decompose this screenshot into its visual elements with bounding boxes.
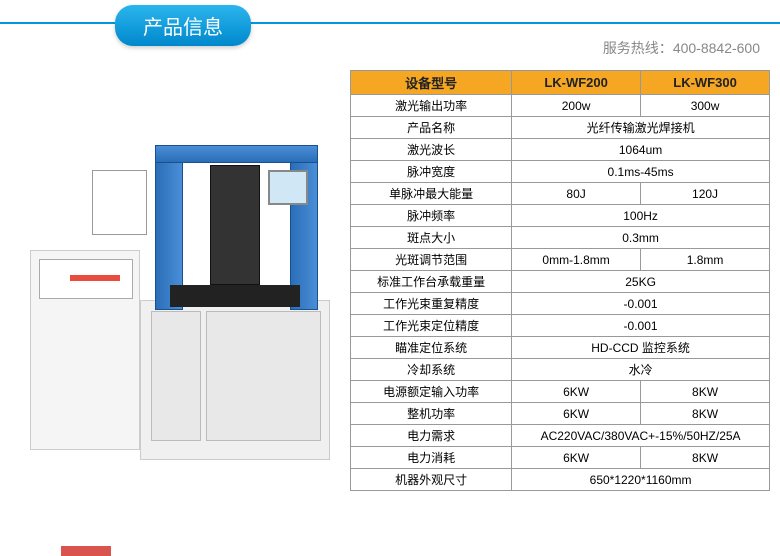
param-name-cell: 电源额定输入功率 <box>351 381 512 403</box>
table-row: 工作光束重复精度-0.001 <box>351 293 770 315</box>
param-value-1: 6KW <box>512 381 641 403</box>
param-name-cell: 脉冲频率 <box>351 205 512 227</box>
machine-base-door-left <box>151 311 201 441</box>
param-value-2: 120J <box>641 183 770 205</box>
machine-cabinet <box>30 250 140 450</box>
param-name-cell: 冷却系统 <box>351 359 512 381</box>
spec-table: 设备型号 LK-WF200 LK-WF300 激光输出功率200w300w产品名… <box>350 70 770 491</box>
param-value-2: 8KW <box>641 381 770 403</box>
col-header-param: 设备型号 <box>351 71 512 95</box>
machine-laser-head <box>210 165 260 285</box>
table-row: 光斑调节范围0mm-1.8mm1.8mm <box>351 249 770 271</box>
machine-monitor <box>268 170 308 205</box>
section-title-badge: 产品信息 <box>115 5 251 46</box>
hotline-label: 服务热线： <box>603 40 673 56</box>
content-area: 设备型号 LK-WF200 LK-WF300 激光输出功率200w300w产品名… <box>0 50 780 491</box>
param-value-2: 1.8mm <box>641 249 770 271</box>
table-row: 瞄准定位系统HD-CCD 监控系统 <box>351 337 770 359</box>
col-header-model2: LK-WF300 <box>641 71 770 95</box>
param-value-1: 200w <box>512 95 641 117</box>
machine-base <box>140 300 330 460</box>
table-row: 整机功率6KW8KW <box>351 403 770 425</box>
param-name-cell: 电力需求 <box>351 425 512 447</box>
table-row: 脉冲宽度0.1ms-45ms <box>351 161 770 183</box>
param-name-cell: 脉冲宽度 <box>351 161 512 183</box>
param-name-cell: 工作光束定位精度 <box>351 315 512 337</box>
param-value-merged: -0.001 <box>512 315 770 337</box>
table-header: 设备型号 LK-WF200 LK-WF300 <box>351 71 770 95</box>
param-value-2: 8KW <box>641 403 770 425</box>
param-value-merged: 水冷 <box>512 359 770 381</box>
table-row: 标准工作台承载重量25KG <box>351 271 770 293</box>
machine-cabinet-red-strip <box>70 275 120 281</box>
machine-illustration <box>10 70 350 470</box>
table-row: 电源额定输入功率6KW8KW <box>351 381 770 403</box>
param-name-cell: 斑点大小 <box>351 227 512 249</box>
param-value-1: 6KW <box>512 447 641 469</box>
table-header-row: 设备型号 LK-WF200 LK-WF300 <box>351 71 770 95</box>
param-name-cell: 激光输出功率 <box>351 95 512 117</box>
machine-worktable <box>170 285 300 307</box>
param-name-cell: 激光波长 <box>351 139 512 161</box>
param-name-cell: 产品名称 <box>351 117 512 139</box>
hotline: 服务热线：400-8842-600 <box>603 38 760 58</box>
col-header-model1: LK-WF200 <box>512 71 641 95</box>
param-name-cell: 工作光束重复精度 <box>351 293 512 315</box>
param-value-2: 8KW <box>641 447 770 469</box>
machine-gantry-top <box>155 145 318 163</box>
param-value-merged: AC220VAC/380VAC+-15%/50HZ/25A <box>512 425 770 447</box>
param-name-cell: 机器外观尺寸 <box>351 469 512 491</box>
param-value-1: 6KW <box>512 403 641 425</box>
param-value-1: 0mm-1.8mm <box>512 249 641 271</box>
table-row: 脉冲频率100Hz <box>351 205 770 227</box>
param-value-merged: 光纤传输激光焊接机 <box>512 117 770 139</box>
param-value-merged: 25KG <box>512 271 770 293</box>
hotline-number: 400-8842-600 <box>673 40 760 56</box>
table-row: 激光输出功率200w300w <box>351 95 770 117</box>
table-row: 单脉冲最大能量80J120J <box>351 183 770 205</box>
machine-base-door-right <box>206 311 321 441</box>
param-value-merged: -0.001 <box>512 293 770 315</box>
table-row: 工作光束定位精度-0.001 <box>351 315 770 337</box>
param-name-cell: 标准工作台承载重量 <box>351 271 512 293</box>
param-value-merged: 1064um <box>512 139 770 161</box>
param-value-merged: 650*1220*1160mm <box>512 469 770 491</box>
param-value-merged: 100Hz <box>512 205 770 227</box>
table-row: 激光波长1064um <box>351 139 770 161</box>
param-name-cell: 瞄准定位系统 <box>351 337 512 359</box>
param-value-merged: 0.1ms-45ms <box>512 161 770 183</box>
param-name-cell: 电力消耗 <box>351 447 512 469</box>
param-name-cell: 光斑调节范围 <box>351 249 512 271</box>
table-row: 冷却系统水冷 <box>351 359 770 381</box>
machine-cabinet-panel <box>39 259 133 299</box>
param-name-cell: 单脉冲最大能量 <box>351 183 512 205</box>
table-body: 激光输出功率200w300w产品名称光纤传输激光焊接机激光波长1064um脉冲宽… <box>351 95 770 491</box>
product-image <box>10 70 350 470</box>
param-name-cell: 整机功率 <box>351 403 512 425</box>
table-row: 斑点大小0.3mm <box>351 227 770 249</box>
machine-brand-label <box>61 546 111 556</box>
table-row: 产品名称光纤传输激光焊接机 <box>351 117 770 139</box>
machine-control-panel <box>92 170 147 235</box>
param-value-1: 80J <box>512 183 641 205</box>
param-value-merged: HD-CCD 监控系统 <box>512 337 770 359</box>
param-value-2: 300w <box>641 95 770 117</box>
table-row: 机器外观尺寸650*1220*1160mm <box>351 469 770 491</box>
table-row: 电力需求AC220VAC/380VAC+-15%/50HZ/25A <box>351 425 770 447</box>
table-row: 电力消耗6KW8KW <box>351 447 770 469</box>
param-value-merged: 0.3mm <box>512 227 770 249</box>
